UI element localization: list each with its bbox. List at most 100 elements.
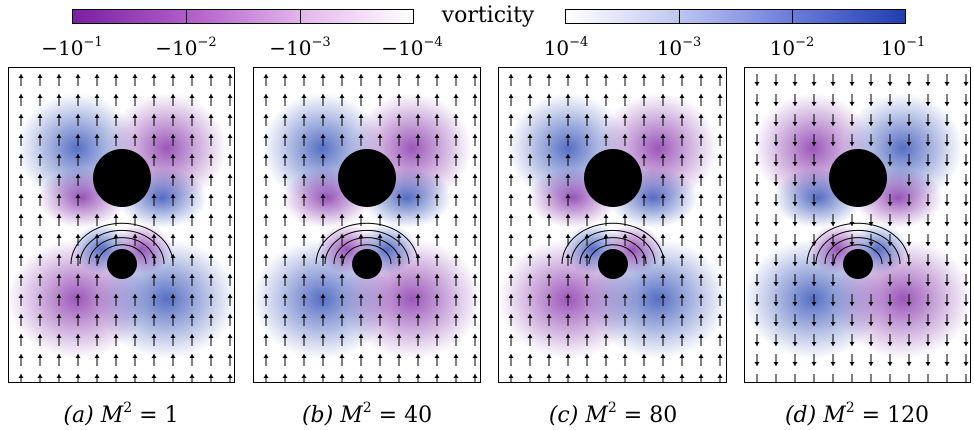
flow-arrowhead	[622, 214, 628, 218]
flow-arrowhead	[377, 334, 383, 338]
flow-arrowhead	[75, 294, 81, 298]
flow-arrowhead	[320, 334, 326, 338]
flow-arrowhead	[887, 102, 893, 106]
flow-arrowhead	[301, 174, 307, 178]
flow-arrowhead	[396, 194, 402, 198]
flow-arrowhead	[660, 234, 666, 238]
flow-arrowhead	[151, 354, 157, 358]
flow-arrowhead	[37, 254, 43, 258]
flow-arrowhead	[792, 342, 798, 346]
flow-arrowhead	[887, 302, 893, 306]
flow-arrowhead	[660, 314, 666, 318]
colorbar-tick	[186, 10, 187, 23]
flow-arrowhead	[792, 362, 798, 366]
flow-arrowhead	[189, 374, 195, 378]
flow-arrowhead	[472, 194, 478, 198]
flow-arrowhead	[717, 294, 723, 298]
flow-arrowhead	[792, 102, 798, 106]
flow-arrowhead	[945, 382, 950, 383]
flow-arrowhead	[339, 254, 345, 258]
flow-arrowhead	[18, 294, 24, 298]
flow-arrowhead	[415, 214, 421, 218]
flow-arrowhead	[75, 234, 81, 238]
flow-arrowhead	[434, 74, 440, 78]
flow-arrowhead	[888, 382, 893, 383]
flow-arrowhead	[527, 294, 533, 298]
flow-arrowhead	[320, 294, 326, 298]
flow-arrowhead	[358, 234, 364, 238]
flow-arrowhead	[113, 94, 119, 98]
flow-arrowhead	[377, 214, 383, 218]
flow-arrowhead	[415, 134, 421, 138]
flow-arrowhead	[434, 334, 440, 338]
flow-arrowhead	[679, 74, 685, 78]
flow-arrowhead	[830, 322, 836, 326]
flow-arrowhead	[282, 234, 288, 238]
flow-arrowhead	[660, 174, 666, 178]
streamline	[79, 229, 165, 265]
flow-arrowhead	[811, 302, 817, 306]
streamline	[97, 244, 147, 265]
flow-arrowhead	[132, 134, 138, 138]
tick-label-pos-4: 10−4	[543, 35, 589, 60]
small-cylinder	[352, 249, 382, 279]
flow-arrowhead	[227, 114, 233, 118]
flow-arrowhead	[565, 254, 571, 258]
flow-arrowhead	[508, 314, 514, 318]
flow-arrowhead	[472, 294, 478, 298]
flow-arrowhead	[698, 214, 704, 218]
flow-arrowhead	[170, 134, 176, 138]
flow-arrowhead	[37, 194, 43, 198]
flow-arrowhead	[208, 74, 214, 78]
flow-arrowhead	[189, 314, 195, 318]
flow-arrowhead	[56, 194, 62, 198]
flow-arrowhead	[754, 282, 760, 286]
flow-arrowhead	[773, 322, 779, 326]
caption-c: (c) M2 = 80	[548, 400, 678, 428]
flow-arrowhead	[208, 94, 214, 98]
flow-arrowhead	[415, 274, 421, 278]
streamline	[833, 244, 883, 265]
flow-arrowhead	[94, 74, 100, 78]
flow-arrowhead	[189, 134, 195, 138]
flow-arrowhead	[660, 294, 666, 298]
large-cylinder	[93, 149, 151, 207]
flow-arrowhead	[603, 114, 609, 118]
flow-arrowhead	[415, 114, 421, 118]
flow-arrowhead	[717, 194, 723, 198]
flow-arrowhead	[925, 342, 931, 346]
flow-arrowhead	[301, 94, 307, 98]
flow-arrowhead	[906, 242, 912, 246]
flow-arrowhead	[377, 114, 383, 118]
flow-arrowhead	[301, 154, 307, 158]
flow-arrowhead	[546, 74, 552, 78]
flow-arrowhead	[546, 354, 552, 358]
flow-arrowhead	[282, 154, 288, 158]
flow-arrowhead	[773, 282, 779, 286]
flow-arrowhead	[830, 342, 836, 346]
flow-arrowhead	[320, 114, 326, 118]
flow-arrowhead	[793, 382, 798, 383]
flow-arrowhead	[906, 162, 912, 166]
flow-arrowhead	[717, 74, 723, 78]
flow-arrowhead	[263, 274, 269, 278]
flow-arrowhead	[208, 174, 214, 178]
flow-arrowhead	[170, 154, 176, 158]
flow-arrowhead	[754, 342, 760, 346]
flow-arrowhead	[301, 114, 307, 118]
flow-arrowhead	[132, 114, 138, 118]
streamline	[324, 229, 410, 265]
flow-arrowhead	[584, 74, 590, 78]
flow-arrowhead	[906, 122, 912, 126]
flow-arrowhead	[434, 114, 440, 118]
flow-arrowhead	[56, 314, 62, 318]
flow-arrowhead	[849, 122, 855, 126]
flow-arrowhead	[189, 334, 195, 338]
flow-arrowhead	[434, 154, 440, 158]
flow-arrowhead	[925, 302, 931, 306]
flow-arrowhead	[944, 162, 950, 166]
flow-arrowhead	[75, 134, 81, 138]
flow-arrowhead	[18, 94, 24, 98]
flow-arrowhead	[679, 294, 685, 298]
flow-arrowhead	[263, 314, 269, 318]
